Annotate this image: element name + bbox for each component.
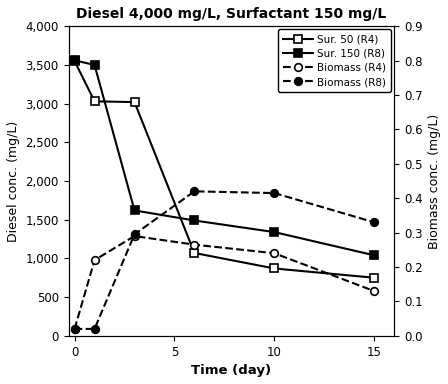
- Biomass (R8): [92, 327, 97, 331]
- Legend: Sur. 50 (R4), Sur. 150 (R8), Biomass (R4), Biomass (R8): Sur. 50 (R4), Sur. 150 (R8), Biomass (R4…: [278, 30, 391, 92]
- Y-axis label: Diesel conc. (mg/L): Diesel conc. (mg/L): [7, 121, 20, 242]
- Sur. 50 (R4): [132, 100, 137, 104]
- Line: Biomass (R4): Biomass (R4): [71, 232, 378, 333]
- Sur. 150 (R8): [132, 208, 137, 213]
- Biomass (R4): [271, 251, 277, 255]
- Sur. 150 (R8): [271, 230, 277, 234]
- Biomass (R4): [371, 289, 377, 293]
- Biomass (R8): [72, 327, 77, 331]
- Biomass (R4): [72, 327, 77, 331]
- Biomass (R4): [192, 242, 197, 247]
- Title: Diesel 4,000 mg/L, Surfactant 150 mg/L: Diesel 4,000 mg/L, Surfactant 150 mg/L: [76, 7, 387, 21]
- Sur. 150 (R8): [192, 218, 197, 223]
- Line: Sur. 150 (R8): Sur. 150 (R8): [71, 56, 378, 259]
- Y-axis label: Biomass conc. (mg/L): Biomass conc. (mg/L): [428, 113, 441, 249]
- Sur. 50 (R4): [72, 59, 77, 63]
- Sur. 50 (R4): [192, 251, 197, 255]
- Biomass (R4): [132, 234, 137, 238]
- Line: Sur. 50 (R4): Sur. 50 (R4): [71, 57, 378, 281]
- Biomass (R8): [371, 220, 377, 225]
- Line: Biomass (R8): Biomass (R8): [71, 187, 378, 333]
- Sur. 150 (R8): [92, 63, 97, 67]
- Sur. 50 (R4): [271, 266, 277, 271]
- Sur. 150 (R8): [371, 253, 377, 258]
- Biomass (R8): [271, 191, 277, 195]
- Sur. 50 (R4): [92, 99, 97, 104]
- Biomass (R8): [192, 189, 197, 194]
- Biomass (R8): [132, 232, 137, 237]
- Sur. 50 (R4): [371, 275, 377, 280]
- X-axis label: Time (day): Time (day): [191, 364, 271, 377]
- Sur. 150 (R8): [72, 58, 77, 63]
- Biomass (R4): [92, 258, 97, 262]
